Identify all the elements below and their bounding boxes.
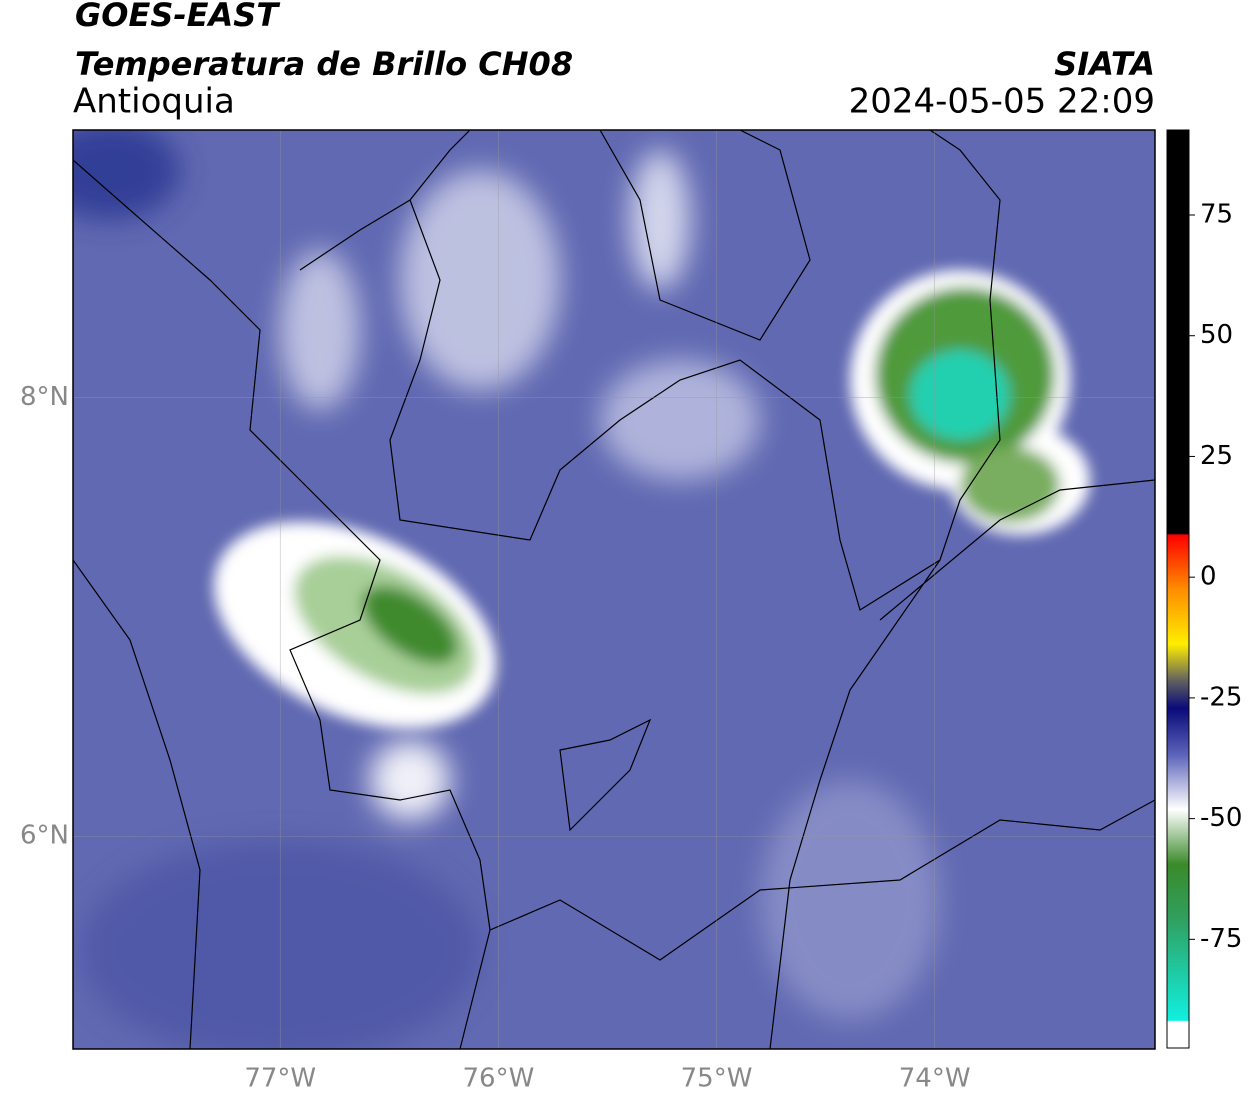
colorbar-tick-label: -75 <box>1200 924 1242 954</box>
colorbar-tick-label: -25 <box>1200 682 1242 712</box>
colorbar-tick-label: 0 <box>1200 562 1217 592</box>
colorbar-tick-label: 25 <box>1200 441 1233 471</box>
agency: SIATA <box>1054 45 1155 83</box>
source-title: GOES-EAST <box>75 0 280 34</box>
colorbar-tick-label: -50 <box>1200 803 1242 833</box>
y-tick-label: 8°N <box>20 382 69 412</box>
map-frame <box>72 129 1156 1050</box>
colorbar-tick-label: 50 <box>1200 320 1233 350</box>
x-tick-label: 76°W <box>462 1064 534 1094</box>
x-tick-label: 74°W <box>899 1064 971 1094</box>
x-tick-label: 75°W <box>681 1064 753 1094</box>
map-image <box>73 130 1155 1049</box>
timestamp: 2024-05-05 22:09 <box>849 82 1155 122</box>
colorbar-tick-label: 75 <box>1200 199 1233 229</box>
product-title: Temperatura de Brillo CH08 <box>75 45 573 83</box>
x-tick-label: 77°W <box>244 1064 316 1094</box>
region: Antioquia <box>73 82 235 122</box>
y-tick-label: 6°N <box>20 821 69 851</box>
colorbar <box>1166 129 1190 1049</box>
